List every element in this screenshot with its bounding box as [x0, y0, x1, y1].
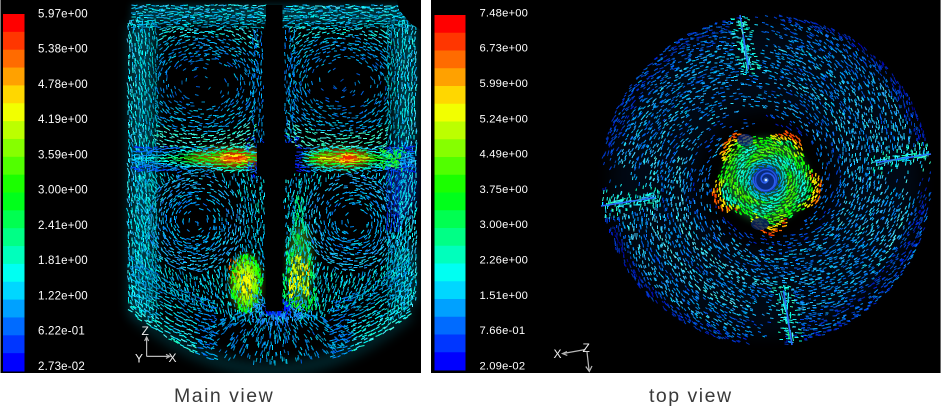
svg-text:5.97e+00: 5.97e+00	[38, 8, 88, 20]
svg-text:Z: Z	[583, 341, 590, 355]
svg-text:6.73e+00: 6.73e+00	[480, 43, 529, 55]
svg-text:X: X	[169, 351, 177, 365]
svg-text:X: X	[554, 347, 562, 361]
svg-text:6.22e-01: 6.22e-01	[38, 326, 85, 338]
svg-text:1.81e+00: 1.81e+00	[38, 255, 88, 267]
svg-text:3.59e+00: 3.59e+00	[38, 149, 88, 161]
svg-text:Z: Z	[142, 324, 149, 338]
svg-text:2.73e-02: 2.73e-02	[38, 361, 85, 373]
svg-text:7.66e-01: 7.66e-01	[480, 325, 526, 337]
svg-text:7.48e+00: 7.48e+00	[480, 7, 529, 19]
svg-text:5.38e+00: 5.38e+00	[38, 44, 88, 56]
svg-text:5.99e+00: 5.99e+00	[480, 78, 529, 90]
svg-text:3.75e+00: 3.75e+00	[480, 184, 529, 196]
svg-text:3.00e+00: 3.00e+00	[480, 219, 529, 231]
svg-text:4.78e+00: 4.78e+00	[38, 79, 88, 91]
svg-text:2.26e+00: 2.26e+00	[480, 255, 529, 267]
svg-text:Y: Y	[135, 352, 143, 366]
svg-text:1.22e+00: 1.22e+00	[38, 291, 88, 303]
svg-text:4.19e+00: 4.19e+00	[38, 114, 88, 126]
svg-text:3.00e+00: 3.00e+00	[38, 185, 88, 197]
svg-text:2.09e-02: 2.09e-02	[480, 360, 526, 372]
svg-text:1.51e+00: 1.51e+00	[480, 290, 529, 302]
svg-text:4.49e+00: 4.49e+00	[480, 149, 529, 161]
svg-text:2.41e+00: 2.41e+00	[38, 220, 88, 232]
svg-text:5.24e+00: 5.24e+00	[480, 113, 529, 125]
